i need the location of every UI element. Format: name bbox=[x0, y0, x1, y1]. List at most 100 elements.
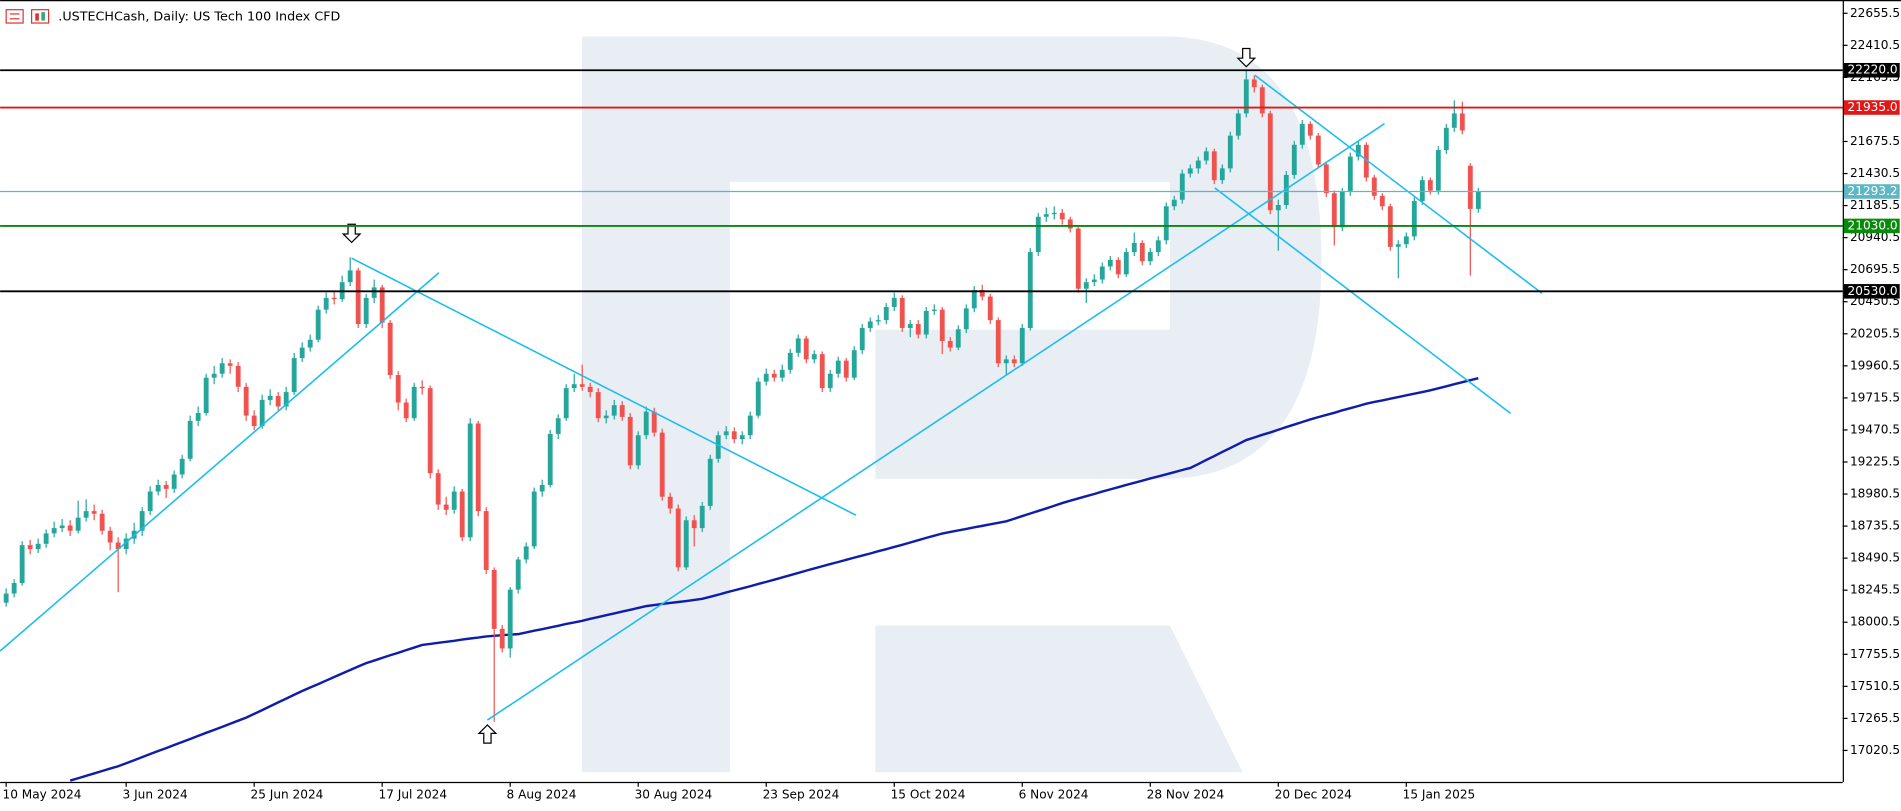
candle-body bbox=[1227, 135, 1233, 169]
candle-body bbox=[411, 386, 417, 419]
candle-body bbox=[91, 511, 97, 514]
trendline bbox=[0, 272, 440, 652]
candle-body bbox=[1123, 252, 1129, 275]
y-tick-label: 21675.5 bbox=[1850, 134, 1900, 148]
candle-body bbox=[171, 474, 177, 489]
candle-body bbox=[1283, 174, 1289, 205]
icon bbox=[31, 9, 50, 24]
candle-body bbox=[419, 386, 425, 389]
candle-body bbox=[1435, 150, 1441, 191]
candle-body bbox=[179, 458, 185, 475]
candle-body bbox=[3, 593, 9, 603]
candle-body bbox=[875, 320, 881, 322]
candle-body bbox=[707, 458, 713, 506]
candle-body bbox=[947, 341, 953, 348]
candle-body bbox=[1051, 212, 1057, 215]
candle-body bbox=[995, 320, 1001, 364]
y-tick-label: 18980.5 bbox=[1850, 487, 1900, 501]
axis-labels: 22655.522410.522165.521920.521675.521430… bbox=[3, 6, 1901, 802]
y-tick-label: 17755.5 bbox=[1850, 647, 1900, 661]
candle-body bbox=[827, 373, 833, 389]
candle-body bbox=[779, 369, 785, 378]
candle-body bbox=[1171, 199, 1177, 207]
candle-body bbox=[851, 350, 857, 378]
x-tick-label: 17 Jul 2024 bbox=[379, 788, 448, 802]
candle-body bbox=[291, 358, 297, 393]
candle-body bbox=[435, 473, 441, 505]
candle-body bbox=[163, 484, 169, 489]
candle-body bbox=[739, 435, 745, 440]
candle-body bbox=[363, 297, 369, 325]
y-tick-label: 22655.5 bbox=[1850, 6, 1900, 20]
candle-body bbox=[187, 420, 193, 459]
candle-body bbox=[283, 392, 289, 407]
x-tick-label: 8 Aug 2024 bbox=[507, 788, 577, 802]
candle-body bbox=[1115, 259, 1121, 275]
candle-body bbox=[43, 533, 49, 544]
candle-body bbox=[787, 352, 793, 370]
level-label: 21030.0 bbox=[1848, 218, 1898, 232]
candle-body bbox=[1235, 113, 1241, 136]
candle-body bbox=[275, 395, 281, 407]
candle-body bbox=[803, 338, 809, 360]
candle-body bbox=[147, 491, 153, 512]
x-tick-label: 30 Aug 2024 bbox=[635, 788, 713, 802]
candle-body bbox=[35, 543, 41, 550]
candle-body bbox=[683, 520, 689, 568]
candle-body bbox=[1299, 123, 1305, 145]
candle-body bbox=[1267, 113, 1273, 211]
candle-body bbox=[1099, 266, 1105, 280]
candle-body bbox=[859, 327, 865, 351]
candle-body bbox=[667, 496, 673, 509]
y-tick-label: 20205.5 bbox=[1850, 326, 1900, 340]
candle-body bbox=[1203, 151, 1209, 161]
candle-body bbox=[475, 423, 481, 512]
candle-body bbox=[523, 546, 529, 560]
candle-body bbox=[1243, 79, 1249, 114]
candle-body bbox=[979, 290, 985, 297]
candle-body bbox=[915, 324, 921, 335]
candle-body bbox=[843, 360, 849, 378]
x-tick-label: 25 Jun 2024 bbox=[251, 788, 324, 802]
y-tick-label: 18245.5 bbox=[1850, 583, 1900, 597]
candle-body bbox=[19, 545, 25, 584]
candle-body bbox=[11, 583, 17, 594]
candle-body bbox=[427, 388, 433, 474]
candle-body bbox=[1011, 359, 1017, 364]
candle-body bbox=[75, 517, 81, 531]
candle-body bbox=[1443, 127, 1449, 151]
candle-body bbox=[659, 432, 665, 497]
y-tick-label: 19225.5 bbox=[1850, 454, 1900, 468]
moving-average bbox=[69, 377, 1479, 782]
candle-body bbox=[1003, 359, 1009, 364]
trendline bbox=[486, 122, 1385, 721]
candle-body bbox=[1339, 191, 1345, 228]
candle-body bbox=[755, 381, 761, 416]
candle-body bbox=[27, 545, 33, 550]
candle-body bbox=[1083, 282, 1089, 289]
candle-body bbox=[387, 322, 393, 376]
candle-body bbox=[611, 405, 617, 416]
x-tick-label: 20 Dec 2024 bbox=[1275, 788, 1353, 802]
candle-body bbox=[963, 308, 969, 330]
candle-body bbox=[99, 513, 105, 531]
level-label-box bbox=[1843, 100, 1900, 115]
level-layer bbox=[0, 69, 1843, 293]
candle-body bbox=[1067, 219, 1073, 229]
candle-body bbox=[587, 386, 593, 393]
x-tick-label: 3 Jun 2024 bbox=[123, 788, 188, 802]
candle-body bbox=[1091, 279, 1097, 283]
candle-body bbox=[155, 484, 161, 492]
x-tick-label: 6 Nov 2024 bbox=[1019, 788, 1089, 802]
trendline bbox=[351, 257, 857, 516]
candle-body bbox=[371, 287, 377, 298]
y-tick-label: 18490.5 bbox=[1850, 551, 1900, 565]
candle-body bbox=[579, 384, 585, 387]
candle-body bbox=[795, 338, 801, 353]
y-tick-label: 17020.5 bbox=[1850, 743, 1900, 757]
candle-body bbox=[1451, 113, 1457, 128]
candle-body bbox=[227, 363, 233, 366]
candle-body bbox=[491, 569, 497, 629]
candle-body bbox=[1459, 113, 1465, 131]
level-label: 22220.0 bbox=[1848, 63, 1898, 77]
